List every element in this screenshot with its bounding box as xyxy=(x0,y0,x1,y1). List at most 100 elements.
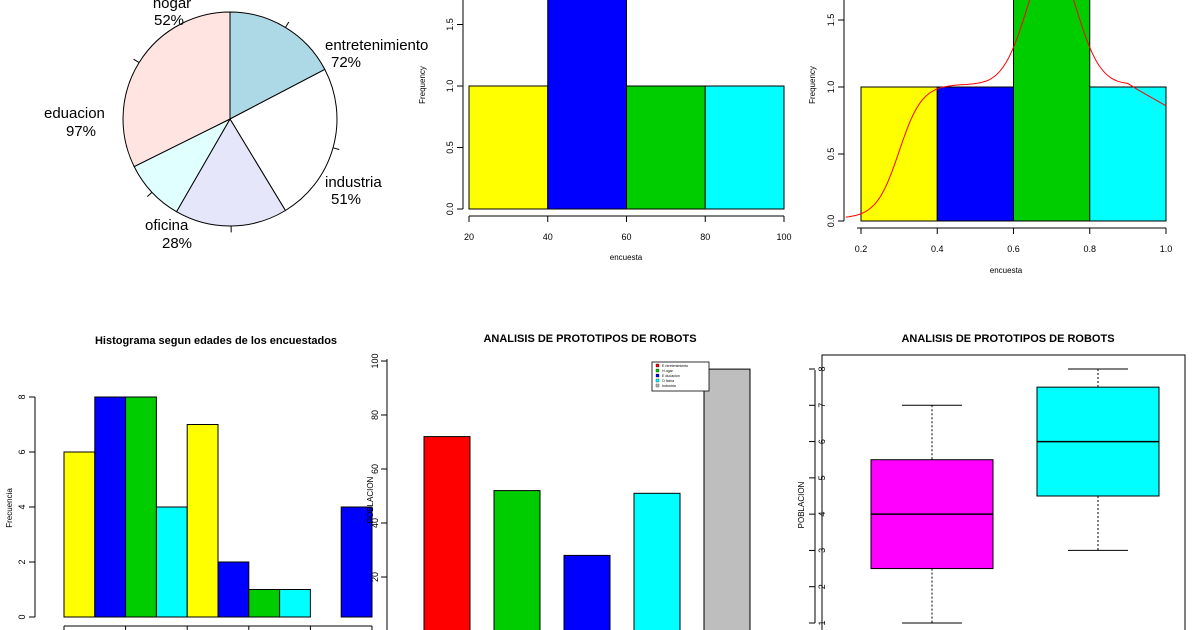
age-histogram-bar xyxy=(155,506,188,618)
robots-bar xyxy=(563,554,611,630)
histogram-2-bar xyxy=(1013,0,1091,222)
histogram-1-x-tick-label: 20 xyxy=(464,232,474,242)
boxplot-title: ANALISIS DE PROTOTIPOS DE ROBOTS xyxy=(901,333,1114,345)
age-histogram: Histograma segun edades de los encuestad… xyxy=(5,335,373,630)
pie-label-entretenimiento-pct: 72% xyxy=(331,54,361,71)
histogram-2-x-tick-label: 0.6 xyxy=(1007,244,1020,254)
histogram-1-x-tick-label: 40 xyxy=(543,232,553,242)
histogram-1-bars xyxy=(468,0,785,210)
age-histogram-bar xyxy=(217,561,250,618)
histogram-1-x-tick-label: 60 xyxy=(621,232,631,242)
pie-leader-line xyxy=(133,58,140,64)
histogram-1-x-tick-label: 100 xyxy=(776,232,791,242)
age-histogram-y-tick-label: 2 xyxy=(17,559,27,564)
age-histogram-y-ticks: 0 2 4 6 8 xyxy=(17,394,35,620)
boxplot-y-ticks: 1 2 3 4 5 6 7 8 xyxy=(809,366,827,626)
boxplot-y-tick-label: 4 xyxy=(817,512,827,517)
histogram-2-bar xyxy=(1089,86,1167,222)
age-histogram-y-tick-label: 8 xyxy=(17,394,27,399)
pie-leader-line xyxy=(146,191,153,197)
legend-label: E ducacion xyxy=(662,374,680,378)
histogram-2-bar xyxy=(936,86,1014,222)
histogram-1-y-ticks: 0.0 0.5 1.0 1.5 xyxy=(445,18,463,215)
pie-slice-industria xyxy=(175,118,287,227)
pie-label-oficina-name: oficina xyxy=(145,217,189,234)
histogram-1-y-tick-label: 1.0 xyxy=(445,80,455,93)
age-histogram-bar xyxy=(125,396,157,618)
histogram-encuesta-1: 20 40 60 80 100 0.0 0.5 1.0 1.5 encuesta Freque… xyxy=(418,0,792,262)
pie-label-eduacion-name: eduacion xyxy=(44,105,105,122)
age-histogram-title: Histograma segun edades de los encuestad… xyxy=(95,335,337,347)
histogram-1-y-tick-label: 1.5 xyxy=(445,18,455,31)
age-histogram-bar xyxy=(279,589,311,618)
histogram-1-bar xyxy=(704,85,785,210)
histogram-1-y-tick-label: 0.0 xyxy=(445,203,455,216)
histogram-1-y-tick-label: 0.5 xyxy=(445,141,455,154)
age-histogram-x-ticks xyxy=(63,626,373,630)
histogram-2-x-tick-label: 1.0 xyxy=(1160,244,1173,254)
pie-chart xyxy=(122,11,340,233)
legend-swatch xyxy=(655,383,660,388)
boxplot-y-tick-label: 8 xyxy=(817,366,827,371)
histogram-2-x-tick-label: 0.8 xyxy=(1083,244,1096,254)
histogram-2-bars xyxy=(860,0,1167,222)
robots-bar-y-tick-label: 80 xyxy=(370,410,380,420)
legend-label: E ntretenimiento xyxy=(662,364,688,368)
pie-label-eduacion-pct: 97% xyxy=(66,123,96,140)
histogram-2-y-tick-label: 0.5 xyxy=(826,148,836,161)
age-histogram-bar xyxy=(94,396,127,618)
age-histogram-y-label: Frecuencia xyxy=(5,488,14,528)
boxplot-y-tick-label: 6 xyxy=(817,439,827,444)
age-histogram-bar xyxy=(186,424,219,618)
histogram-1-bar xyxy=(468,85,549,210)
age-histogram-y-tick-label: 4 xyxy=(17,504,27,509)
age-histogram-bar xyxy=(340,506,373,618)
age-histogram-bar xyxy=(248,589,281,618)
age-histogram-bars xyxy=(63,396,373,618)
pie-label-industria-pct: 51% xyxy=(331,191,361,208)
robots-bar-y-tick-label: 40 xyxy=(370,518,380,528)
robots-bar-chart: ANALISIS DE PROTOTIPOS DE ROBOTS 20 40 60 8… xyxy=(366,333,751,630)
histogram-2-x-ticks: 0.2 0.4 0.6 0.8 1.0 xyxy=(855,228,1173,254)
pie-leader-line xyxy=(284,21,290,28)
density-curve xyxy=(845,0,1167,218)
pie-label-industria-name: industria xyxy=(325,174,382,191)
robots-bar xyxy=(703,368,751,630)
histogram-1-x-label: encuesta xyxy=(610,253,643,262)
histogram-2-y-ticks: 0.0 0.5 1.0 1.5 xyxy=(826,14,844,227)
legend-label: Industria xyxy=(662,384,676,388)
boxplot-y-tick-label: 1 xyxy=(817,620,827,625)
boxplot-y-tick-label: 3 xyxy=(817,548,827,553)
boxplot-y-tick-label: 2 xyxy=(817,584,827,589)
histogram-2-bar xyxy=(860,86,938,222)
boxplot-boxes xyxy=(870,368,1160,624)
histogram-1-x-ticks: 20 40 60 80 100 xyxy=(464,216,792,242)
robots-bar xyxy=(493,490,541,630)
robots-bar-y-tick-label: 20 xyxy=(370,572,380,582)
age-histogram-y-tick-label: 0 xyxy=(17,614,27,619)
robots-bar-y-ticks: 20 40 60 80 100 xyxy=(370,353,387,582)
pie-leader-line xyxy=(332,147,340,150)
histogram-encuesta-2: 0.2 0.4 0.6 0.8 1.0 0.0 0.5 1.0 1.5 encuesta Fr… xyxy=(808,0,1172,275)
histogram-1-x-tick-label: 80 xyxy=(700,232,710,242)
robots-bar-y-label: POBLACION xyxy=(366,476,375,523)
pie-slice-entretenimiento xyxy=(229,68,338,212)
histogram-2-y-tick-label: 1.0 xyxy=(826,81,836,94)
age-histogram-bar xyxy=(63,451,96,618)
age-histogram-y-tick-label: 6 xyxy=(17,449,27,454)
boxplot-y-tick-label: 7 xyxy=(817,403,827,408)
robots-bar-title: ANALISIS DE PROTOTIPOS DE ROBOTS xyxy=(483,333,696,345)
legend-swatch xyxy=(655,368,660,373)
legend-swatch xyxy=(655,378,660,383)
pie-label-hogar-name: hogar xyxy=(153,0,191,12)
boxplot-frame xyxy=(821,354,1186,630)
histogram-2-x-tick-label: 0.4 xyxy=(931,244,944,254)
histogram-2-x-tick-label: 0.2 xyxy=(855,244,868,254)
histogram-2-y-label: Frequency xyxy=(808,66,817,104)
pie-slice-eduacion xyxy=(122,11,231,168)
histogram-2-x-label: encuesta xyxy=(990,266,1023,275)
pie-label-oficina-pct: 28% xyxy=(162,235,192,252)
robots-boxplot: ANALISIS DE PROTOTIPOS DE ROBOTS 1 2 3 4 5 6 7… xyxy=(797,333,1186,630)
